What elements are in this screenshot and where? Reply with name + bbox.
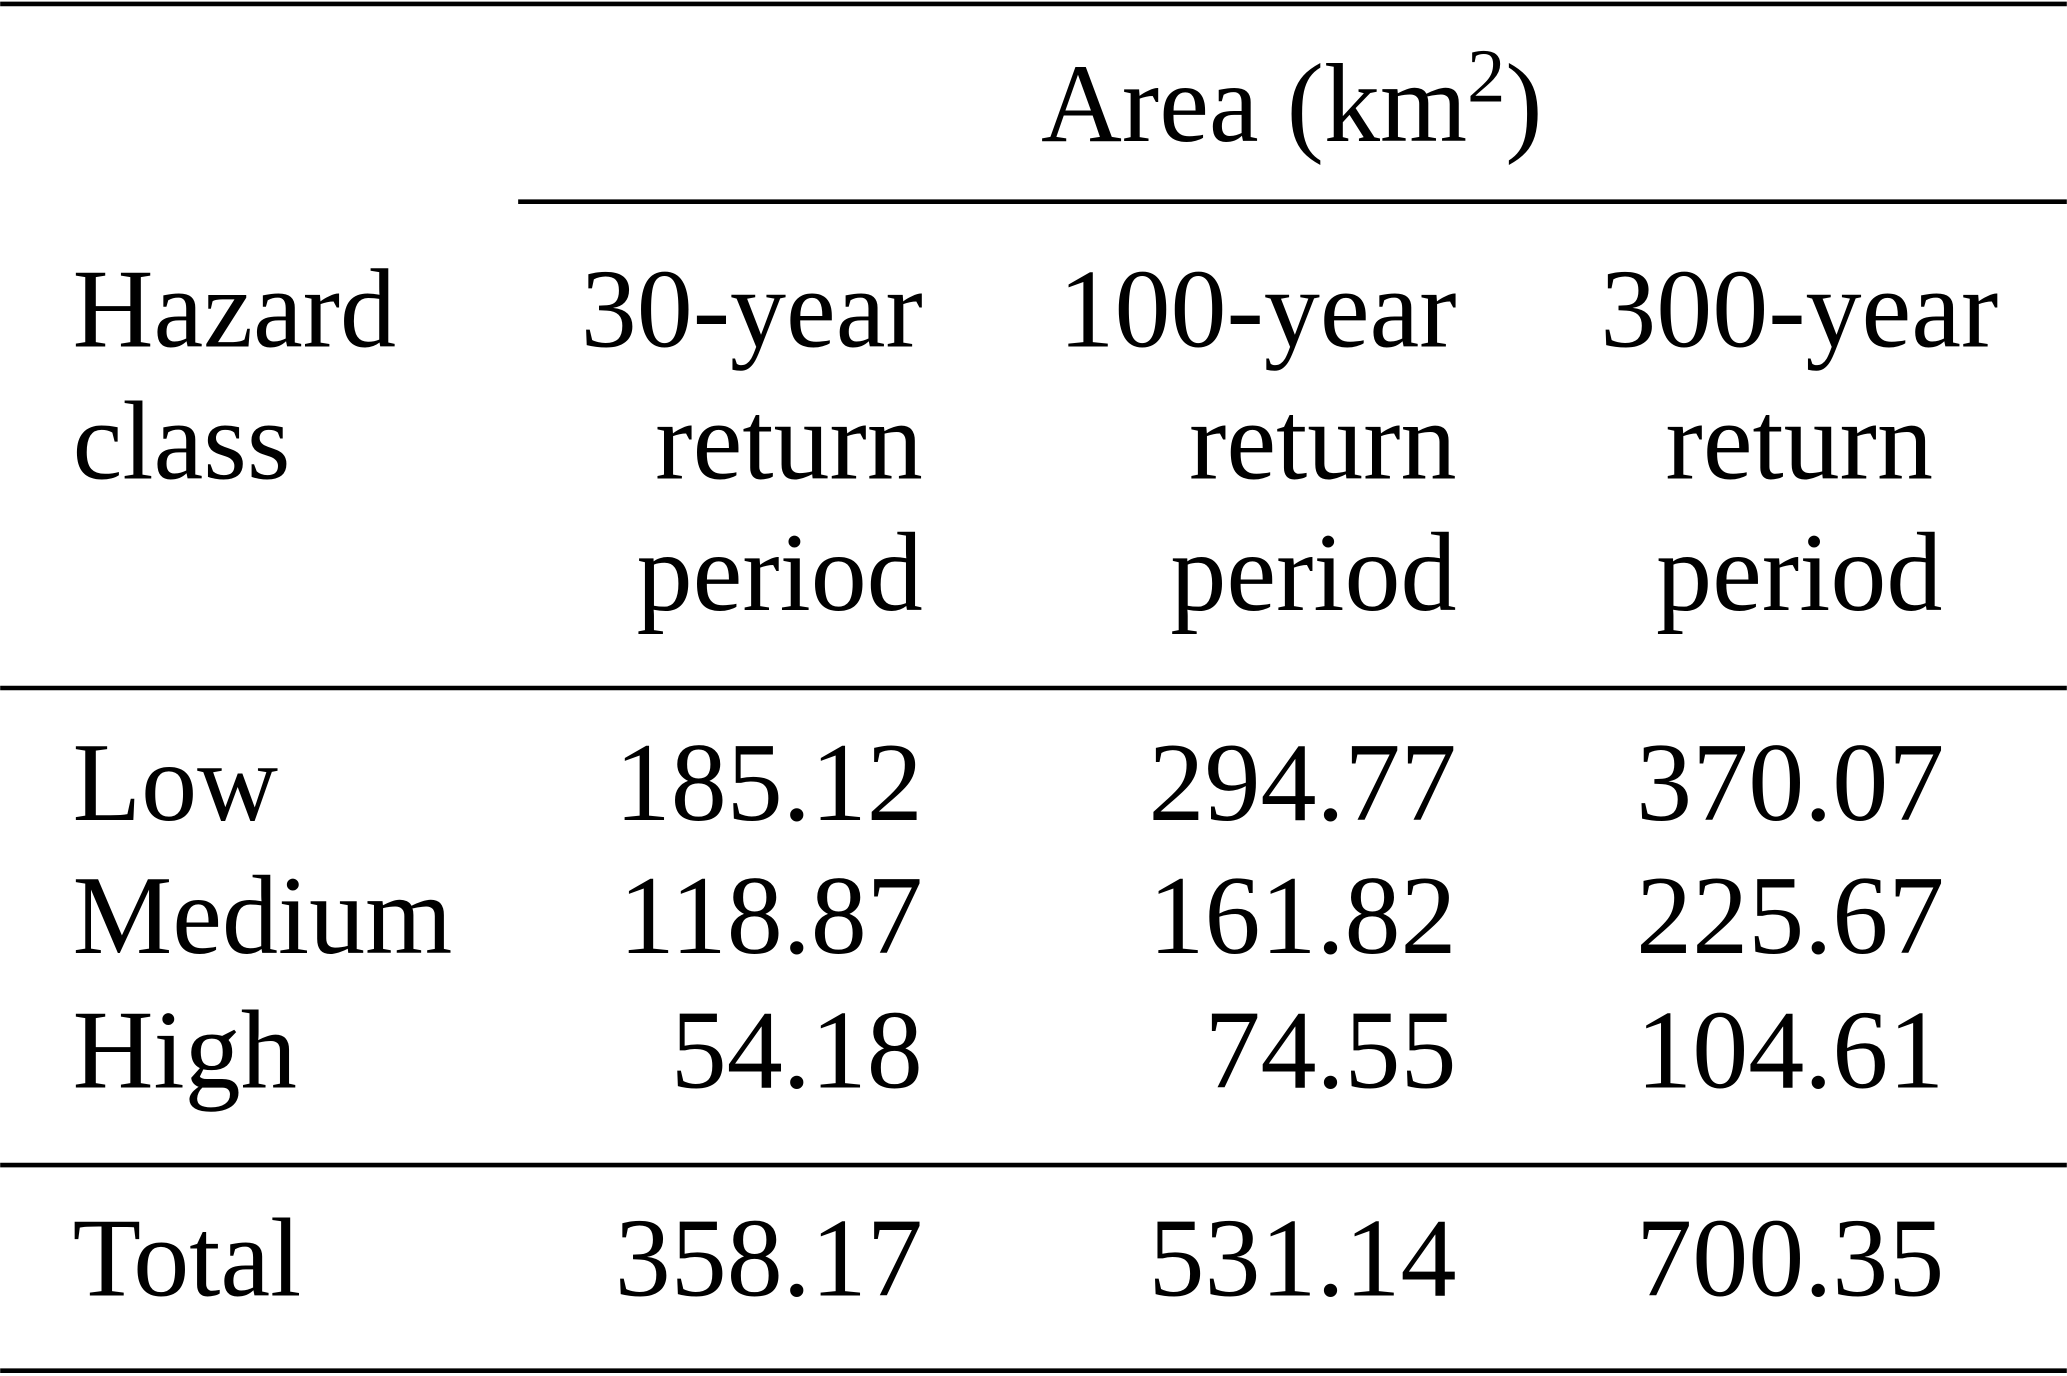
group-header-text: Area (km <box>1041 42 1467 166</box>
cell: 161.82 <box>1149 854 1457 978</box>
group-header: Area (km2) <box>1041 33 1543 166</box>
column-header: period <box>637 511 923 635</box>
cell: 225.67 <box>1636 854 1944 978</box>
column-header: 30-year <box>581 248 923 372</box>
column-header: return <box>1189 379 1456 503</box>
column-header: 300-year <box>1600 248 1998 372</box>
superscript: 2 <box>1467 33 1505 118</box>
column-header: Hazard <box>73 248 396 372</box>
cell: 185.12 <box>615 721 923 845</box>
cell: 54.18 <box>671 988 923 1112</box>
column-header: class <box>73 379 291 503</box>
column-header: period <box>1656 511 1942 635</box>
total-cell: 700.35 <box>1636 1197 1944 1321</box>
total-label: Total <box>73 1197 302 1321</box>
column-header: return <box>655 379 922 503</box>
row-label: High <box>73 988 297 1112</box>
cell: 294.77 <box>1149 721 1457 845</box>
column-header: return <box>1666 379 1933 503</box>
cell: 74.55 <box>1205 988 1457 1112</box>
total-cell: 358.17 <box>615 1197 923 1321</box>
total-cell: 531.14 <box>1149 1197 1457 1321</box>
column-header: period <box>1170 511 1456 635</box>
row-label: Medium <box>73 854 453 978</box>
cell: 370.07 <box>1636 721 1944 845</box>
column-header: 100-year <box>1059 248 1457 372</box>
cell: 104.61 <box>1636 988 1944 1112</box>
group-header-suffix: ) <box>1505 42 1542 166</box>
row-label: Low <box>73 721 278 845</box>
cell: 118.87 <box>619 854 923 978</box>
